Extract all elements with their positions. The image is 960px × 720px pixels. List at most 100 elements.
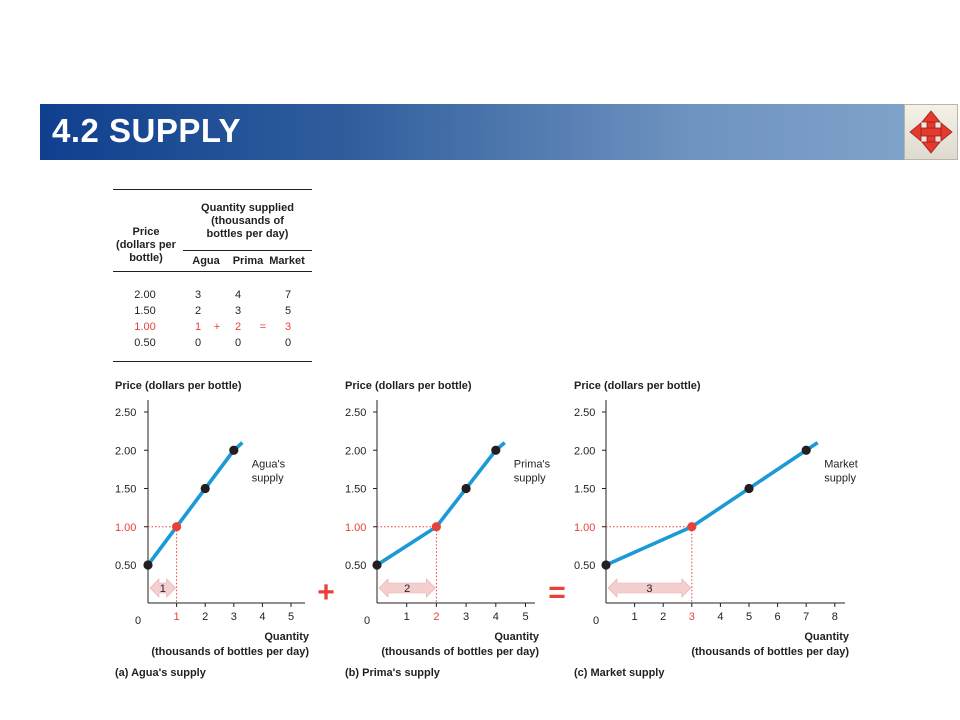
quantity-arrow [149,578,177,598]
y-axis-label: Price (dollars per bottle) [345,380,472,392]
supply-line [605,441,819,567]
quantity-arrow [607,578,692,598]
quantity-arrow-label: 1 [160,583,166,595]
y-axis-label: Price (dollars per bottle) [574,380,701,392]
table-cell-prima: 0 [234,337,242,349]
table-equals-sign: = [259,321,267,333]
column-prima: Prima [232,255,264,267]
table-cell-price: 2.00 [134,289,156,301]
x-tick-label-highlight: 3 [689,611,695,623]
panel-caption: (a) Agua's supply [115,667,207,679]
table-cell-market: 0 [284,337,292,349]
supply-point [801,445,811,455]
highlight-point [172,522,182,532]
y-tick-label: 0.50 [574,560,595,572]
x-axis-label-units: (thousands of bottles per day) [151,646,309,658]
table-cell-price: 0.50 [134,337,156,349]
table-cell-market-highlight: 3 [284,321,292,333]
y-tick-label-highlight: 1.00 [345,522,366,534]
x-tick-label: 5 [746,611,752,623]
table-cell-agua: 2 [194,305,202,317]
origin-label: 0 [593,615,599,627]
equals-operator: = [548,576,566,609]
y-tick-label: 2.50 [115,407,136,419]
x-tick-label: 3 [231,611,237,623]
title-banner: 4.2 SUPPLY [40,104,904,160]
supply-point [601,560,611,570]
x-tick-label: 7 [803,611,809,623]
supply-line [146,441,244,567]
y-axis-label: Price (dollars per bottle) [115,380,242,392]
x-tick-label: 8 [832,611,838,623]
highlight-point [687,522,697,532]
x-tick-label-highlight: 1 [174,611,180,623]
x-tick-label: 1 [632,611,638,623]
x-tick-label: 1 [404,611,410,623]
origin-label: 0 [364,615,370,627]
quantity-arrow-label: 3 [646,583,652,595]
heading-rule [183,250,312,251]
y-tick-label: 0.50 [345,560,366,572]
price-heading: Price (dollars per bottle) [116,226,176,264]
table-cell-prima: 4 [234,289,242,301]
series-label: Agua's [252,458,286,470]
x-tick-label: 3 [463,611,469,623]
x-tick-label: 5 [288,611,294,623]
supply-point [372,560,382,570]
column-agua: Agua [192,255,220,267]
y-tick-label: 2.50 [345,407,366,419]
x-axis-label: Quantity [804,631,849,643]
table-bottom-rule [113,361,312,362]
panel-caption: (c) Market supply [574,667,665,679]
y-tick-label: 2.00 [115,445,136,457]
supply-point [461,483,471,494]
header-rule [113,271,312,272]
x-axis-label-units: (thousands of bottles per day) [381,646,539,658]
y-tick-label: 1.50 [574,484,595,496]
quantity-heading: Quantity supplied (thousands of bottles … [201,202,294,240]
table-cell-prima-highlight: 2 [234,321,242,333]
x-tick-label: 2 [660,611,666,623]
x-axis-label-units: (thousands of bottles per day) [691,646,849,658]
x-tick-label: 4 [717,611,723,623]
origin-label: 0 [135,615,141,627]
highlight-point [431,522,441,532]
y-tick-label: 1.50 [115,484,136,496]
x-axis-label: Quantity [494,631,539,643]
panel-caption: (b) Prima's supply [345,667,441,679]
series-label: supply [252,472,284,484]
series-label: Market [824,458,858,470]
supply-point [744,483,754,494]
y-tick-label: 1.50 [345,484,366,496]
table-cell-agua-highlight: 1 [194,321,202,333]
supply-point [200,483,210,494]
table-cell-agua: 0 [194,337,202,349]
supply-point [229,445,239,455]
y-tick-label: 2.50 [574,407,595,419]
quantity-arrow [378,578,436,598]
series-label: supply [514,472,546,484]
x-tick-label: 2 [202,611,208,623]
y-tick-label: 0.50 [115,560,136,572]
table-cell-prima: 3 [234,305,242,317]
x-tick-label: 5 [522,611,528,623]
series-label: Prima's [514,458,551,470]
table-top-rule [113,189,312,190]
x-tick-label: 6 [775,611,781,623]
supply-schedule-table: Price (dollars per bottle) Quantity supp… [113,189,312,363]
quantity-arrow-label: 2 [404,583,410,595]
y-tick-label-highlight: 1.00 [574,522,595,534]
table-cell-price: 1.50 [134,305,156,317]
x-axis-label: Quantity [264,631,309,643]
navigation-button[interactable] [904,104,958,160]
supply-point [143,560,153,570]
table-cell-market: 7 [284,289,292,301]
y-tick-label: 2.00 [345,445,366,457]
table-cell-market: 5 [284,305,292,317]
y-tick-label-highlight: 1.00 [115,522,136,534]
x-tick-label-highlight: 2 [433,611,439,623]
four-way-arrows-icon [909,110,953,154]
series-label: supply [824,472,856,484]
supply-point [491,445,501,455]
